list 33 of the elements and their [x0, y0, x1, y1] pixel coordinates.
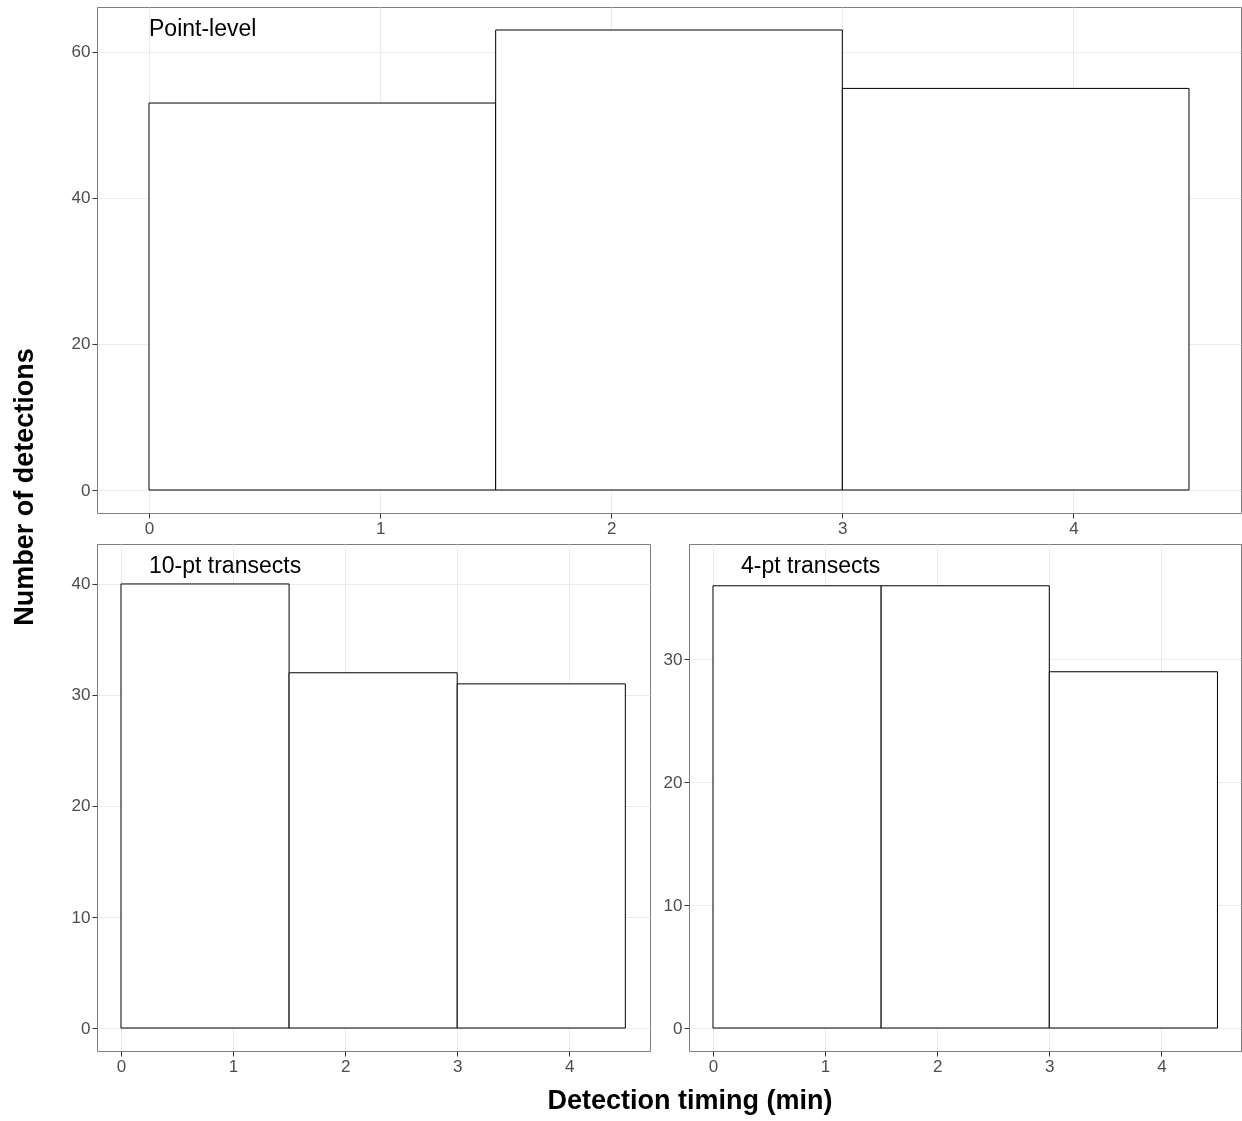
x-tick-label: 4: [1157, 1056, 1167, 1076]
x-tick-label: 0: [144, 518, 155, 538]
y-tick-label: 30: [71, 685, 91, 705]
x-tick-label: 2: [932, 1056, 943, 1076]
x-tick-label: 3: [838, 518, 848, 538]
y-tick-label: 0: [81, 480, 91, 500]
x-tick-label: 4: [1069, 518, 1079, 538]
x-tick-label: 1: [820, 1056, 831, 1076]
chart-title: Point-level: [149, 15, 257, 41]
y-tick-label: 40: [71, 188, 91, 208]
x-tick-label: 4: [565, 1056, 575, 1076]
x-tick-label: 2: [340, 1056, 351, 1076]
x-tick-label: 3: [1045, 1056, 1055, 1076]
y-tick-label: 0: [81, 1018, 91, 1038]
x-axis-title: Detection timing (min): [547, 1084, 833, 1116]
y-tick-label: 30: [663, 649, 683, 669]
y-tick-label: 10: [71, 907, 91, 927]
y-tick-label: 20: [71, 796, 91, 816]
y-tick-label: 60: [71, 42, 91, 62]
y-tick-label: 10: [663, 895, 683, 915]
x-tick-label: 3: [452, 1056, 463, 1076]
x-tick-label: 1: [375, 518, 386, 538]
x-tick-label: 0: [708, 1056, 719, 1076]
y-tick-label: 20: [71, 334, 91, 354]
y-tick-label: 20: [663, 772, 683, 792]
chart-title: 4-pt transects: [741, 552, 881, 578]
y-axis-title: Number of detections: [8, 348, 40, 626]
x-tick-label: 0: [116, 1056, 127, 1076]
y-tick-label: 0: [673, 1018, 683, 1038]
chart-title: 10-pt transects: [149, 552, 302, 578]
x-tick-label: 2: [606, 518, 617, 538]
x-tick-label: 1: [228, 1056, 239, 1076]
y-tick-label: 40: [71, 574, 91, 594]
